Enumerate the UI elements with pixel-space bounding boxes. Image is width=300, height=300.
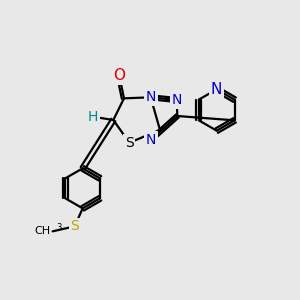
- Text: S: S: [70, 219, 79, 233]
- Text: N: N: [172, 93, 182, 107]
- Text: 3: 3: [57, 223, 62, 232]
- Text: N: N: [211, 82, 222, 97]
- Text: N: N: [146, 90, 156, 104]
- Text: S: S: [125, 136, 134, 150]
- Text: H: H: [88, 110, 98, 124]
- Text: O: O: [113, 68, 125, 83]
- Text: CH: CH: [34, 226, 51, 236]
- Text: N: N: [146, 133, 156, 147]
